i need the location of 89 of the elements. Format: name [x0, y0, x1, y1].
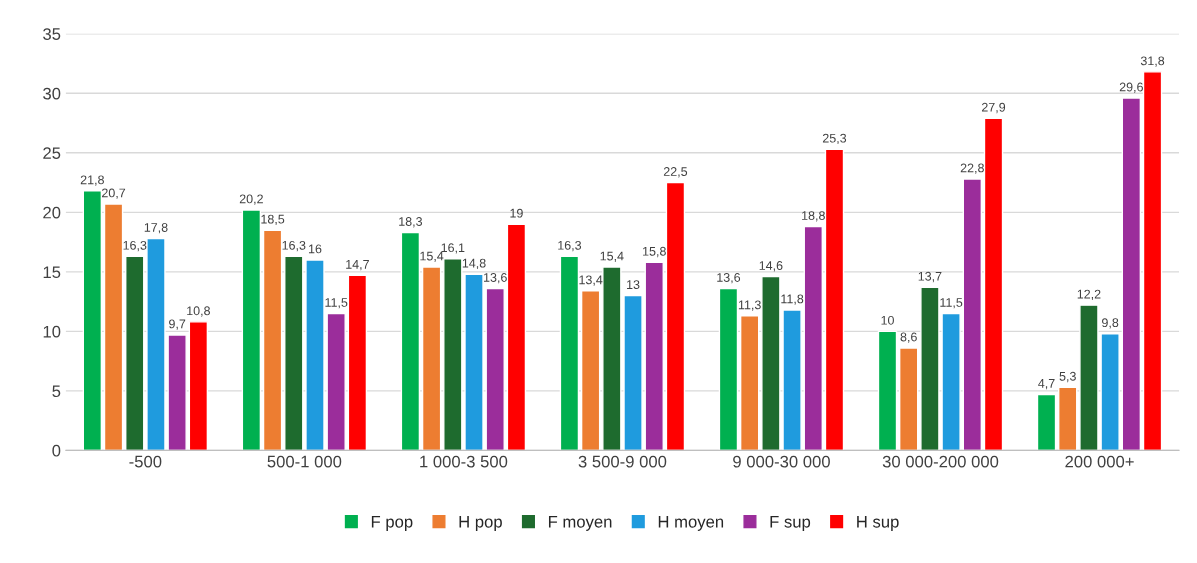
- bar: [739, 315, 760, 451]
- legend-label: H pop: [459, 516, 502, 531]
- bar: [580, 290, 601, 451]
- bar: [644, 261, 664, 451]
- data-label: 13,6: [484, 273, 507, 284]
- legend-label: H sup: [857, 516, 899, 531]
- data-label: 25,3: [822, 133, 847, 145]
- data-label: 13: [627, 280, 640, 290]
- data-label: 12,2: [1077, 289, 1101, 301]
- data-label: 18,3: [399, 217, 423, 228]
- y-tick-label: 10: [43, 325, 61, 338]
- data-label: 18,5: [261, 214, 285, 226]
- bar: [1142, 71, 1163, 451]
- bar: [188, 321, 209, 451]
- y-tick-label: 25: [43, 147, 61, 160]
- data-label: 20,2: [239, 194, 263, 205]
- bar: [506, 223, 527, 451]
- data-label: 13,4: [579, 275, 603, 286]
- x-tick-label: -500: [129, 455, 162, 468]
- data-label: 17,8: [144, 223, 168, 234]
- x-tick-label: 1 000-3 500: [420, 455, 508, 468]
- x-tick-label: 9 000-30 000: [733, 455, 830, 468]
- y-tick-label: 20: [43, 206, 61, 219]
- data-label: 16,3: [123, 240, 147, 252]
- data-label: 22,8: [960, 163, 984, 174]
- legend-label: H moyen: [658, 516, 724, 531]
- x-tick-label: 500-1 000: [267, 455, 342, 468]
- data-label: 31,8: [1140, 56, 1165, 67]
- data-label: 14,8: [462, 258, 486, 270]
- data-label: 21,8: [80, 175, 104, 186]
- bar: [125, 255, 145, 451]
- data-label: 18,8: [802, 211, 825, 222]
- data-label: 14,7: [346, 260, 369, 271]
- bar: [718, 287, 739, 451]
- y-tick-label: 15: [43, 266, 61, 279]
- y-tick-label: 30: [43, 87, 61, 100]
- bar: [877, 330, 898, 451]
- bar: [421, 266, 442, 451]
- data-label: 9,7: [169, 319, 186, 330]
- data-label: 11,8: [781, 294, 804, 305]
- bar: [1121, 97, 1142, 451]
- data-label: 11,3: [738, 300, 761, 311]
- data-label: 13,7: [918, 271, 942, 283]
- bar: [1036, 393, 1057, 451]
- data-label: 4,7: [1038, 379, 1055, 390]
- bar: [262, 229, 283, 451]
- data-label: 16,3: [558, 240, 582, 252]
- data-label: 15,8: [643, 246, 666, 258]
- legend-label: F moyen: [548, 516, 612, 531]
- data-label: 19: [510, 208, 523, 218]
- bar: [400, 231, 421, 451]
- bar: [803, 225, 823, 451]
- y-tick-label: 5: [52, 385, 61, 398]
- y-tick-label: 35: [43, 28, 61, 40]
- data-label: 14,6: [759, 261, 783, 272]
- data-label: 8,6: [900, 332, 917, 343]
- data-label: 10,8: [187, 306, 210, 317]
- bar: [241, 209, 262, 451]
- data-label: 16: [308, 244, 322, 254]
- data-label: 13,6: [717, 273, 741, 284]
- y-tick-label: 0: [52, 444, 61, 457]
- bar: [665, 181, 686, 451]
- data-label: 15,4: [600, 251, 624, 262]
- legend-label: F sup: [770, 516, 811, 531]
- data-label: 11,5: [325, 298, 348, 309]
- bar: [559, 255, 580, 451]
- legend-label: F pop: [371, 516, 413, 531]
- data-label: 9,8: [1102, 318, 1119, 329]
- data-label: 29,6: [1119, 82, 1143, 93]
- bar: [898, 347, 919, 451]
- bar: [347, 274, 368, 451]
- data-label: 11,5: [940, 298, 963, 309]
- bar: [485, 287, 505, 451]
- x-tick-label: 200 000+: [1065, 455, 1134, 468]
- x-tick-label: 30 000-200 000: [882, 455, 999, 468]
- data-label: 20,7: [102, 188, 126, 199]
- bar: [983, 117, 1004, 451]
- bar: [82, 190, 103, 451]
- data-label: 5,3: [1059, 371, 1076, 383]
- bar: [284, 255, 304, 451]
- x-tick-label: 3 500-9 000: [578, 455, 667, 468]
- bar: [103, 203, 124, 451]
- data-label: 10: [881, 315, 894, 325]
- data-label: 16,3: [282, 240, 306, 252]
- bar: [824, 148, 845, 451]
- bar: [1058, 386, 1078, 451]
- data-label: 27,9: [981, 102, 1006, 114]
- data-label: 22,5: [663, 167, 688, 178]
- bar: [962, 178, 983, 451]
